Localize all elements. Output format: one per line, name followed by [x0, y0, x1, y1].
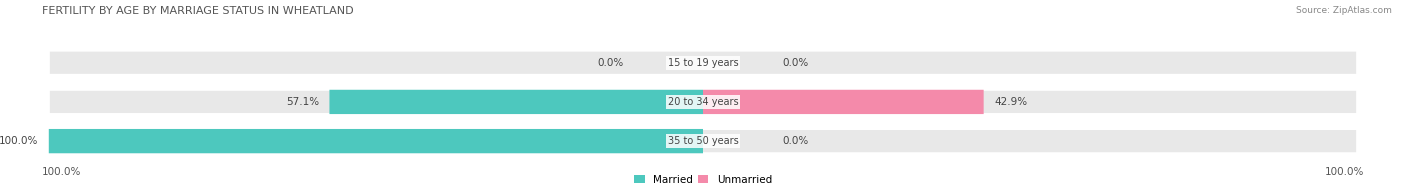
Legend: Married, Unmarried: Married, Unmarried [630, 171, 776, 189]
Text: 57.1%: 57.1% [285, 97, 319, 107]
Text: 20 to 34 years: 20 to 34 years [668, 97, 738, 107]
Text: Source: ZipAtlas.com: Source: ZipAtlas.com [1296, 6, 1392, 15]
Text: 0.0%: 0.0% [598, 58, 624, 68]
FancyBboxPatch shape [703, 90, 984, 114]
FancyBboxPatch shape [329, 90, 703, 114]
FancyBboxPatch shape [49, 90, 1357, 114]
FancyBboxPatch shape [49, 129, 703, 153]
Text: 15 to 19 years: 15 to 19 years [668, 58, 738, 68]
Text: 100.0%: 100.0% [1324, 167, 1364, 178]
Text: 0.0%: 0.0% [782, 58, 808, 68]
Text: 100.0%: 100.0% [42, 167, 82, 178]
Text: 42.9%: 42.9% [994, 97, 1028, 107]
Text: 100.0%: 100.0% [0, 136, 38, 146]
FancyBboxPatch shape [49, 129, 1357, 153]
Text: 0.0%: 0.0% [782, 136, 808, 146]
FancyBboxPatch shape [49, 51, 1357, 75]
Text: FERTILITY BY AGE BY MARRIAGE STATUS IN WHEATLAND: FERTILITY BY AGE BY MARRIAGE STATUS IN W… [42, 6, 354, 16]
Text: 35 to 50 years: 35 to 50 years [668, 136, 738, 146]
